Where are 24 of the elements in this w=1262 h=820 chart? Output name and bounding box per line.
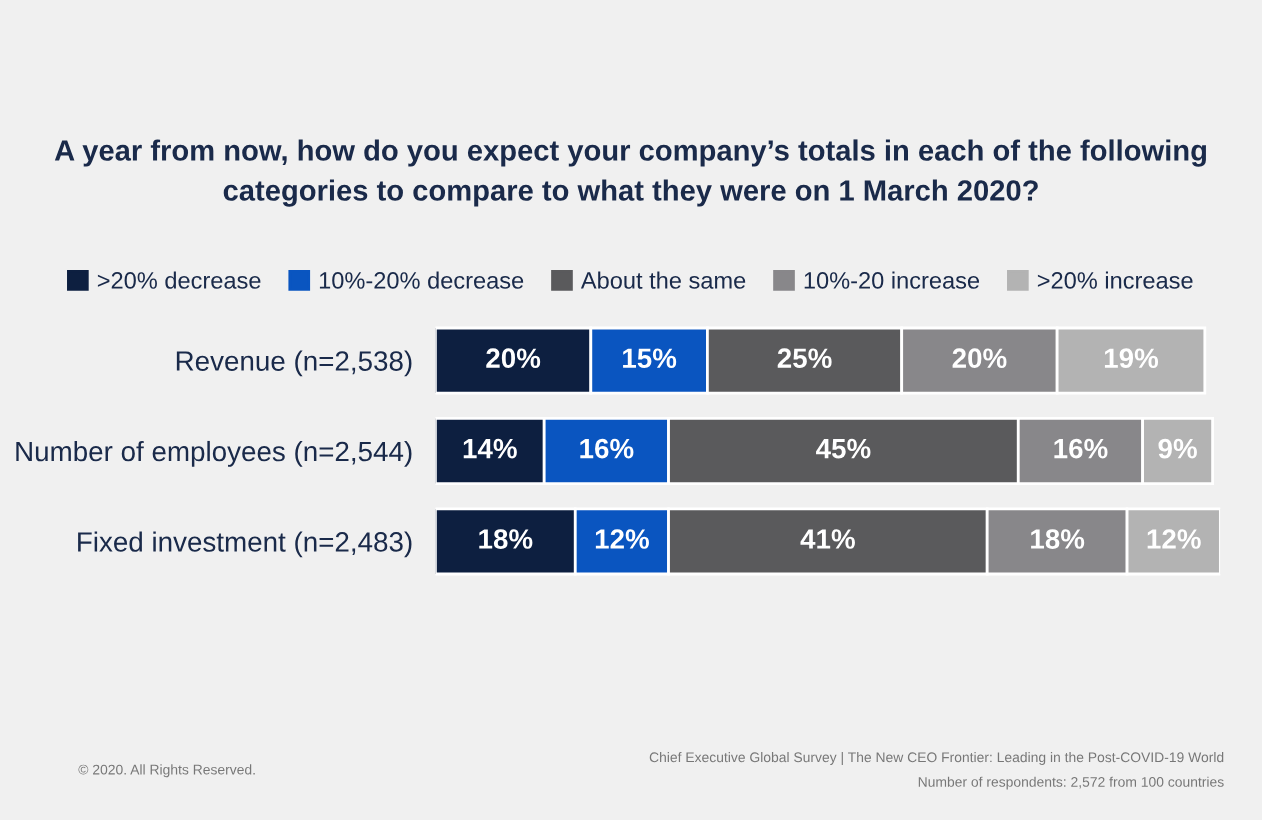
data-label: 15% [623,348,677,369]
data-label: 16% [580,438,634,459]
legend-label: 10%-20% decrease [319,271,524,289]
legend-label: >20% increase [1037,271,1193,289]
legend-label: 10%-20 increase [804,271,980,289]
y-tick-label: Fixed investment (n=2,483) [78,531,412,558]
y-tick-label: Number of employees (n=2,544) [16,440,412,467]
data-label: 12% [1147,529,1201,549]
data-label: 18% [1031,529,1085,549]
data-label: 18% [479,529,533,549]
chart-title: A year from now, how do you expect your company’s totals in each of the following categories to compare to what they were on 1 March 2020? [54,139,1206,207]
data-label: 25% [777,348,832,369]
data-label: 16% [1054,438,1108,459]
data-label: 45% [816,438,871,459]
data-label: 20% [952,348,1007,369]
legend-label: >20% decrease [97,271,261,289]
data-label: 14% [463,438,517,459]
data-label: 19% [1104,348,1159,369]
y-tick-label: Revenue (n=2,538) [176,350,412,377]
data-label: 41% [800,529,855,549]
data-label: 9% [1158,438,1197,459]
data-label: 12% [595,529,649,549]
data-label: 20% [486,348,541,369]
legend-label: About the same [580,271,746,289]
